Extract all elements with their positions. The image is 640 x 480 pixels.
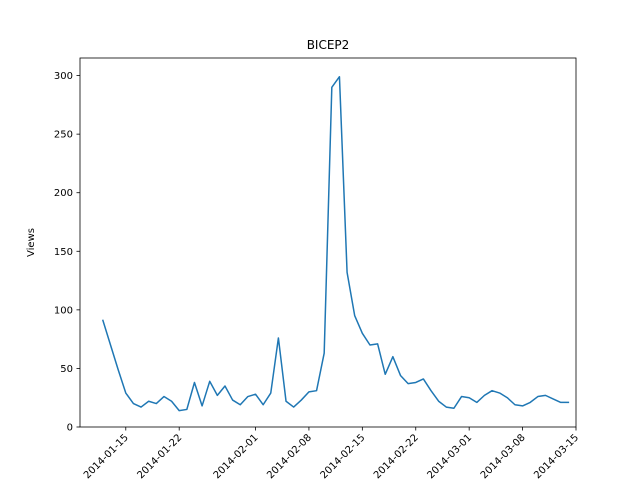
x-tick-label: 2014-02-01	[212, 432, 261, 480]
x-tick-label: 2014-01-15	[82, 432, 131, 480]
y-tick-label: 50	[60, 364, 73, 375]
chart-title: BICEP2	[307, 38, 350, 52]
y-tick-label: 150	[54, 247, 73, 258]
x-tick-label: 2014-03-15	[532, 432, 581, 480]
x-tick-label: 2014-03-01	[425, 432, 474, 480]
x-tick-label: 2014-03-08	[479, 432, 528, 480]
y-tick-label: 300	[54, 71, 73, 82]
y-tick-label: 250	[54, 130, 73, 141]
y-tick-label: 0	[67, 423, 73, 434]
plot-frame	[79, 57, 577, 428]
x-tick-label: 2014-02-08	[265, 432, 314, 480]
y-axis-label: Views	[26, 228, 37, 257]
y-tick-label: 200	[54, 188, 73, 199]
series-line	[101, 75, 570, 412]
y-axis-ticks: 0 50 100 150 200 250 300	[54, 71, 80, 434]
x-tick-label: 2014-02-22	[372, 432, 421, 480]
y-tick-label: 100	[54, 305, 73, 316]
x-axis-ticks: 2014-01-15 2014-01-22 2014-02-01 2014-02-08…	[82, 427, 581, 480]
x-tick-label: 2014-02-15	[319, 432, 368, 480]
x-tick-label: 2014-01-22	[135, 432, 184, 480]
